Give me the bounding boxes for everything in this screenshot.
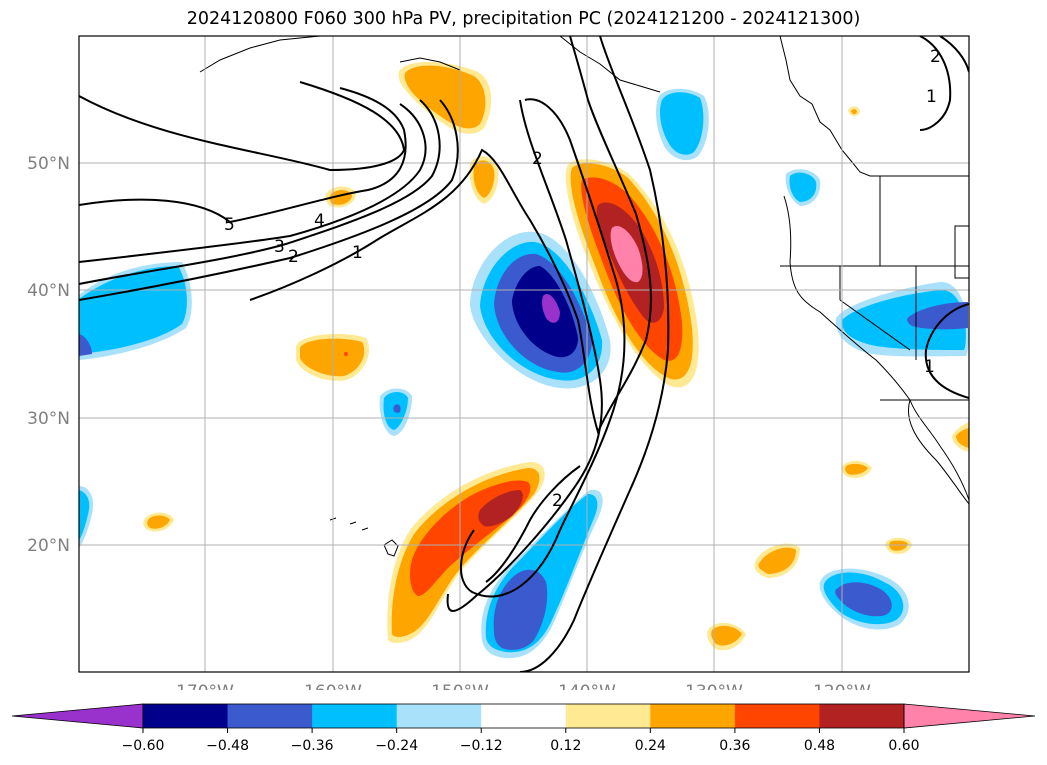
state-borders [839, 176, 917, 360]
colorbar-cell [396, 704, 482, 728]
coastline-baja [908, 399, 969, 505]
colorbar-tick-label: 0.12 [550, 738, 581, 754]
colorbar-cell [227, 704, 313, 728]
lon-label-140w: 140°W [558, 682, 616, 690]
colorbar-cell [734, 704, 820, 728]
pos-anomaly-small-spots [143, 106, 969, 651]
pos-anomaly-subtropical [387, 462, 545, 643]
pv-contour-5-lower [79, 87, 407, 224]
colorbar-extend-high [903, 703, 1036, 729]
colorbar-tick-label: −0.48 [206, 738, 249, 754]
pv-label-2-south: 2 [552, 491, 563, 511]
pv-contour-1-trough [249, 36, 652, 435]
lon-label-170w: 170°W [176, 682, 234, 690]
neg-anomaly-bc-coast [656, 88, 709, 161]
coastline-aleutians [199, 36, 321, 73]
island-hawaii [383, 539, 399, 557]
lat-label-40n: 40°N [27, 281, 70, 301]
pv-contour-1-california [924, 303, 969, 399]
pv-contour-1-east [519, 36, 670, 672]
coastlines [199, 36, 969, 557]
neg-anomaly-subtropical [481, 489, 603, 659]
colorbar-cell [312, 704, 398, 728]
colorbar-cell [565, 704, 651, 728]
neg-anomaly-small-spots [79, 169, 821, 548]
pos-anomaly-central [565, 159, 699, 388]
lat-label-20n: 20°N [27, 536, 70, 556]
pv-label-5: 5 [224, 215, 235, 235]
pv-contour-2-ne [939, 36, 969, 73]
colorbar-tick-label: −0.24 [375, 738, 418, 754]
colorbar-cells [11, 703, 1036, 729]
lon-label-160w: 160°W [304, 682, 362, 690]
colorbar-cell [481, 704, 567, 728]
coastline-alaska-gulf [399, 57, 461, 71]
pv-contour-3 [79, 99, 441, 285]
neg-anomaly-california [835, 281, 969, 357]
pv-contour-2-trough [459, 98, 626, 598]
colorbar-tick-label: 0.36 [719, 738, 750, 754]
pv-contour-4 [79, 103, 427, 263]
pv-label-2: 2 [288, 247, 299, 267]
coastline-california [783, 195, 969, 501]
state-border-box [954, 225, 969, 279]
colorbar-outline [142, 703, 905, 729]
colorbar-tick-label: 0.48 [804, 738, 835, 754]
latitude-labels: 20°N 30°N 40°N 50°N [27, 154, 70, 556]
pv-label-2-trough: 2 [532, 149, 543, 169]
coastline-pnw [779, 36, 969, 177]
lon-label-120w: 120°W [813, 682, 871, 690]
lon-label-150w: 150°W [431, 682, 489, 690]
pv-label-1: 1 [352, 243, 363, 263]
precipitation-fill-layer [79, 61, 969, 659]
pv-label-3: 3 [274, 237, 285, 257]
pv-label-1-california: 1 [924, 357, 935, 377]
pv-contour-5 [79, 81, 406, 172]
coastline-alaska-south [559, 36, 661, 93]
colorbar-ticks: −0.60 −0.48 −0.36 −0.24 −0.12 0.12 0.24 0.36 0.4… [122, 728, 920, 754]
pv-contour-2-trough-inner [446, 99, 603, 612]
colorbar-tick-label: −0.60 [122, 738, 165, 754]
colorbar-cell [650, 704, 736, 728]
colorbar-tick-label: −0.36 [291, 738, 334, 754]
pv-label-2-ne: 2 [930, 47, 941, 67]
colorbar-extend-low [11, 703, 144, 729]
colorbar-cell [143, 704, 229, 728]
neg-anomaly-small [379, 388, 412, 436]
colorbar-tick-label: −0.12 [460, 738, 503, 754]
lat-label-30n: 30°N [27, 409, 70, 429]
pos-anomaly-alaska [398, 61, 492, 134]
colorbar: −0.60 −0.48 −0.36 −0.24 −0.12 0.12 0.24 0.36 0.4… [11, 703, 1036, 754]
pv-label-4: 4 [314, 211, 325, 231]
pv-contour-1-ne [919, 36, 952, 131]
pv-contour-labels: 5 4 3 2 1 2 2 1 1 2 [224, 47, 941, 511]
map-frame [78, 35, 970, 673]
colorbar-tick-label: 0.60 [888, 738, 919, 754]
map-plot: 5 4 3 2 1 2 2 1 1 2 20°N 30°N 40°N 50°N … [27, 35, 970, 690]
pv-contour-2-south [485, 465, 581, 583]
colorbar-tick-label: 0.24 [635, 738, 666, 754]
pv-label-1-ne: 1 [926, 87, 937, 107]
longitude-labels: 170°W 160°W 150°W 140°W 130°W 120°W [176, 682, 871, 690]
lat-label-50n: 50°N [27, 154, 70, 174]
pv-contour-2 [79, 99, 459, 301]
chart-title: 2024120800 F060 300 hPa PV, precipitatio… [186, 9, 861, 29]
neg-anomaly-west-edge [79, 262, 192, 360]
lon-label-130w: 130°W [685, 682, 743, 690]
colorbar-cell [819, 704, 905, 728]
pv-contours [79, 36, 969, 672]
